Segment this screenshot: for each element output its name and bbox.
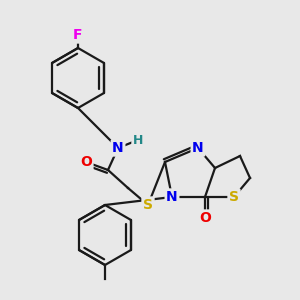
Text: H: H bbox=[133, 134, 143, 146]
Text: N: N bbox=[112, 141, 124, 155]
Text: S: S bbox=[143, 198, 153, 212]
Text: N: N bbox=[166, 190, 178, 204]
Text: N: N bbox=[192, 141, 204, 155]
Text: S: S bbox=[229, 190, 239, 204]
Text: O: O bbox=[199, 211, 211, 225]
Text: F: F bbox=[73, 28, 83, 42]
Text: O: O bbox=[80, 155, 92, 169]
